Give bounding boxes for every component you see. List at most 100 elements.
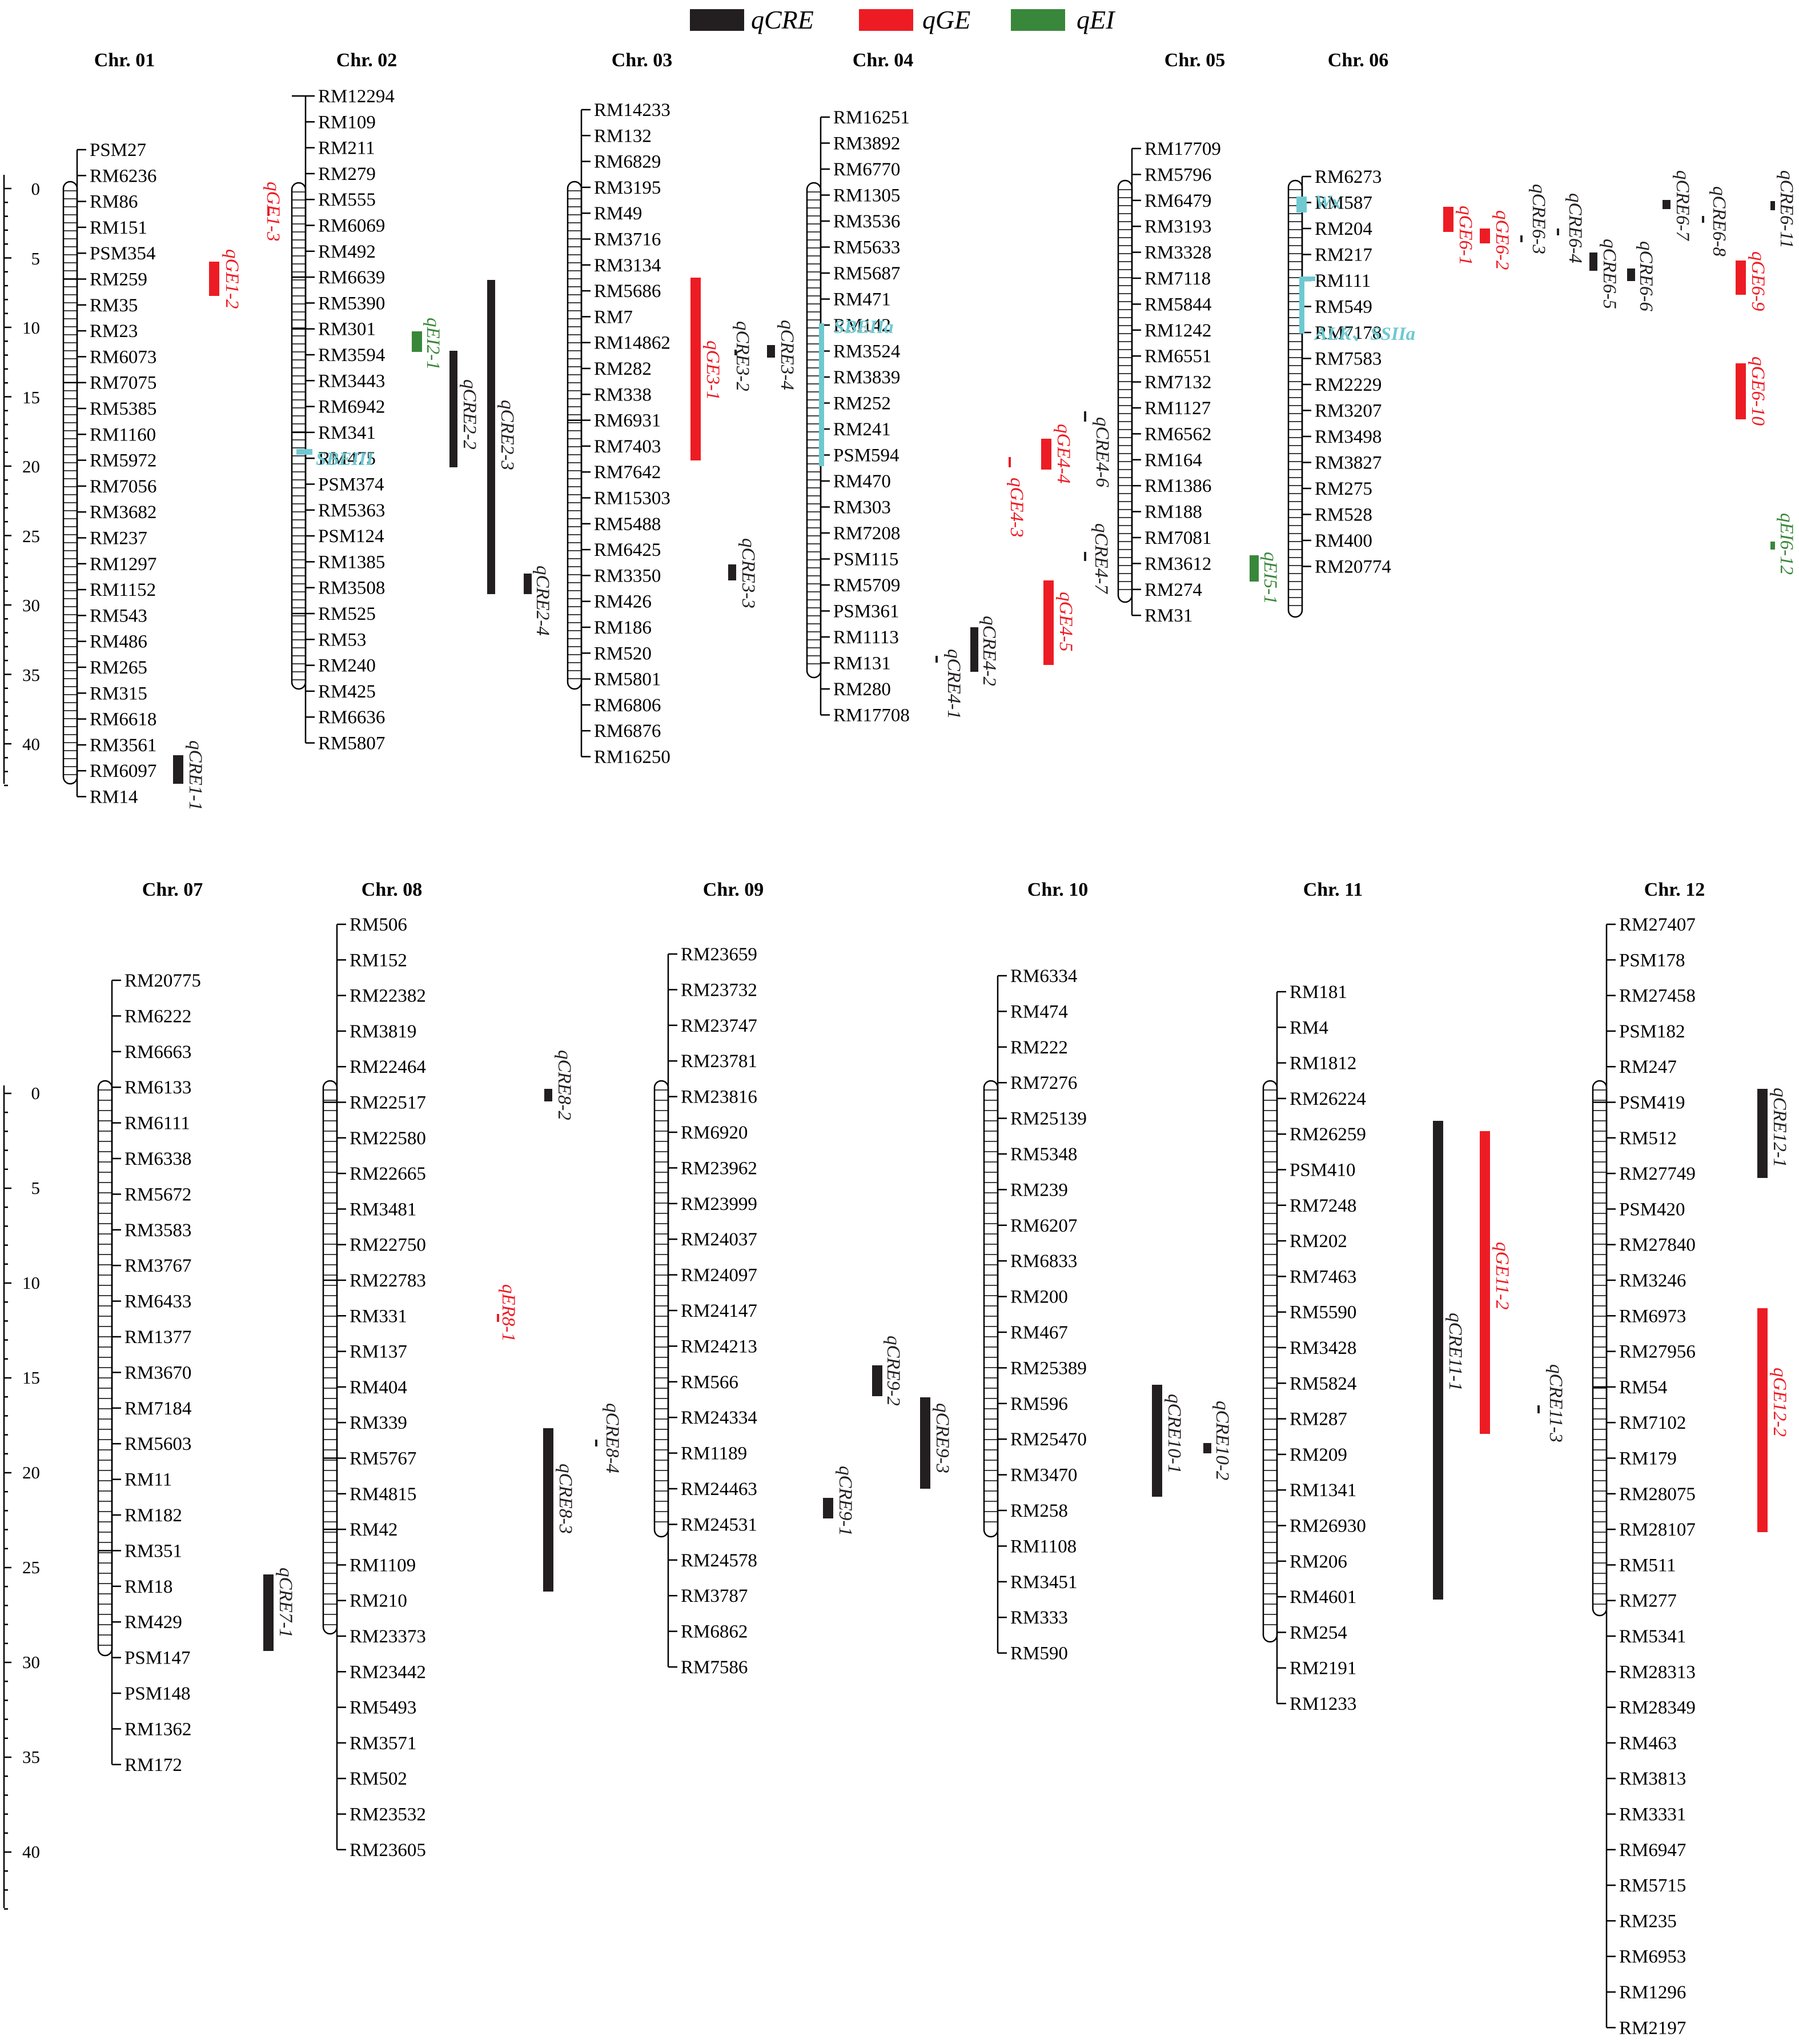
marker-label: RM471 xyxy=(833,290,891,310)
marker-label: RM4815 xyxy=(350,1484,416,1505)
marker-label: PSM148 xyxy=(125,1684,191,1704)
chromosome-c09: RM23659 RM23732 RM23747 RM23781 RM23816 RM692… xyxy=(653,944,757,1678)
marker-label: RM6073 xyxy=(90,347,156,367)
marker-label: RM6973 xyxy=(1619,1306,1686,1326)
qtl-bar xyxy=(1203,1443,1211,1453)
qtl-qei2-1: qEI2-1 xyxy=(412,318,443,370)
marker-label: RM3813 xyxy=(1619,1769,1686,1789)
marker-label: RM7081 xyxy=(1145,528,1211,548)
qtl-qcre9-3: qCRE9-3 xyxy=(920,1397,953,1489)
qtl-qcre8-2: qCRE8-2 xyxy=(544,1050,575,1120)
marker-label: RM1385 xyxy=(318,552,385,572)
qtl-bar xyxy=(1770,201,1775,210)
chromosome-title-06: Chr. 06 xyxy=(1328,50,1388,71)
qtl-bar xyxy=(1757,1089,1768,1178)
marker-label: RM7178 xyxy=(1315,323,1382,343)
qtl-qcre2-2: qCRE2-2 xyxy=(449,351,480,467)
qtl-bar xyxy=(1520,235,1523,242)
marker-label: RM2191 xyxy=(1290,1658,1356,1679)
marker-label: RM42 xyxy=(350,1520,397,1540)
qtl-bar xyxy=(1589,253,1597,271)
qtl-label: qGE4-3 xyxy=(1006,478,1027,537)
marker-label: RM109 xyxy=(318,112,376,133)
marker-label: RM1297 xyxy=(90,554,156,575)
marker-label: RM282 xyxy=(594,359,652,379)
qtl-label: qCRE8-3 xyxy=(555,1464,576,1534)
marker-label: RM3536 xyxy=(833,211,900,232)
marker-label: RM7276 xyxy=(1010,1073,1077,1093)
marker-label: RM1242 xyxy=(1145,320,1211,341)
marker-label: RM6862 xyxy=(681,1622,748,1642)
qtl-label: qCRE9-3 xyxy=(932,1403,953,1473)
qtl-bar xyxy=(173,755,183,784)
marker-label: RM200 xyxy=(1010,1287,1068,1308)
marker-label: RM301 xyxy=(318,319,376,340)
chromosome-c03: RM14233 RM132 RM6829 RM3195 RM49 RM3716 RM3134… xyxy=(567,100,670,768)
qtl-bar xyxy=(1702,216,1704,223)
marker-label: RM5796 xyxy=(1145,165,1211,185)
axis-label-top-25: 25 xyxy=(22,526,40,546)
marker-label: RM5348 xyxy=(1010,1144,1077,1165)
chromosome-title-08: Chr. 08 xyxy=(362,879,422,900)
qtl-label: qCRE8-4 xyxy=(602,1403,623,1473)
marker-label: RM26259 xyxy=(1290,1124,1366,1145)
chromosome-body xyxy=(97,1080,113,1657)
marker-label: RM182 xyxy=(125,1505,182,1526)
marker-label: RM520 xyxy=(594,643,652,664)
qtl-label: qCRE9-2 xyxy=(883,1336,903,1406)
marker-label: RM4 xyxy=(1290,1017,1328,1038)
qtl-qge4-4: qGE4-4 xyxy=(1041,424,1074,483)
chromosome-body xyxy=(806,182,822,679)
qtl-qcre3-4: qCRE3-4 xyxy=(767,320,797,390)
qtl-bar xyxy=(209,262,219,296)
qtl-qge6-9: qGE6-9 xyxy=(1736,251,1768,311)
qtl-label: qCRE4-7 xyxy=(1091,523,1111,594)
marker-label: RM222 xyxy=(1010,1037,1068,1058)
marker-label: RM137 xyxy=(350,1342,407,1362)
chromosome-c04: RM16251 RM3892 RM6770 RM1305 RM3536 RM5633 RM5… xyxy=(806,107,910,726)
chromosome-body xyxy=(653,1080,669,1538)
marker-label: RM28313 xyxy=(1619,1662,1696,1682)
marker-label: RM400 xyxy=(1315,531,1372,551)
qtl-bar xyxy=(487,280,495,594)
marker-label: RM3787 xyxy=(681,1586,748,1606)
qtl-qcre6-5: qCRE6-5 xyxy=(1589,239,1620,309)
marker-label: RM511 xyxy=(1619,1555,1676,1576)
marker-label: RM23781 xyxy=(681,1051,757,1072)
qtl-qcre4-2: qCRE4-2 xyxy=(970,616,999,686)
marker-label: RM7208 xyxy=(833,523,900,544)
marker-label: RM23999 xyxy=(681,1194,757,1215)
marker-label: RM525 xyxy=(318,604,376,624)
chromosome-title-02: Chr. 02 xyxy=(336,50,397,71)
qtl-qcre8-4: qCRE8-4 xyxy=(595,1403,623,1473)
marker-label: RM14862 xyxy=(594,333,670,354)
axis-label-top-10: 10 xyxy=(22,318,40,338)
qtl-bar xyxy=(1736,260,1746,295)
qtl-qei5-1: qEI5-1 xyxy=(1250,552,1280,604)
qtl-bar xyxy=(728,564,736,580)
marker-label: RM24463 xyxy=(681,1479,757,1500)
marker-label: RM506 xyxy=(350,915,407,935)
qtl-bar xyxy=(1736,363,1746,419)
qtl-qcre7-1: qCRE7-1 xyxy=(263,1568,296,1651)
qtl-label: qCRE2-2 xyxy=(459,379,480,450)
qtl-qcre10-2: qCRE10-2 xyxy=(1203,1401,1232,1480)
marker-label: RM3428 xyxy=(1290,1338,1356,1358)
marker-label: RM303 xyxy=(833,498,891,518)
chromosome-c06: RM6273 RM587 RM204 RM217 RM111 RM549 RM7178 RM7… xyxy=(1287,167,1391,618)
qtl-label: qCRE3-2 xyxy=(732,321,753,391)
marker-label: RM6833 xyxy=(1010,1251,1077,1272)
marker-label: PSM27 xyxy=(90,140,146,161)
marker-label: RM28107 xyxy=(1619,1520,1696,1540)
marker-label: RM17709 xyxy=(1145,139,1221,159)
qtl-label: qCRE8-2 xyxy=(554,1050,575,1120)
qtl-layer: qGE1-3 qGE1-2 qCRE1-1 qEI2-1 qCRE2-2 qCRE2-3 q… xyxy=(173,170,1797,1651)
marker-label: RM6618 xyxy=(90,710,156,730)
axis-ticks-top xyxy=(4,187,11,787)
qtl-bar xyxy=(497,1314,499,1322)
chromosome-c07: RM20775 RM6222 RM6663 RM6133 RM6111 RM6338 RM5… xyxy=(97,971,201,1776)
qtl-qcre6-11: qCRE6-11 xyxy=(1770,170,1797,249)
legend-label-qge: qGE xyxy=(922,5,970,34)
chromosome-title-01: Chr. 01 xyxy=(94,50,155,71)
qtl-bar xyxy=(1627,268,1635,281)
